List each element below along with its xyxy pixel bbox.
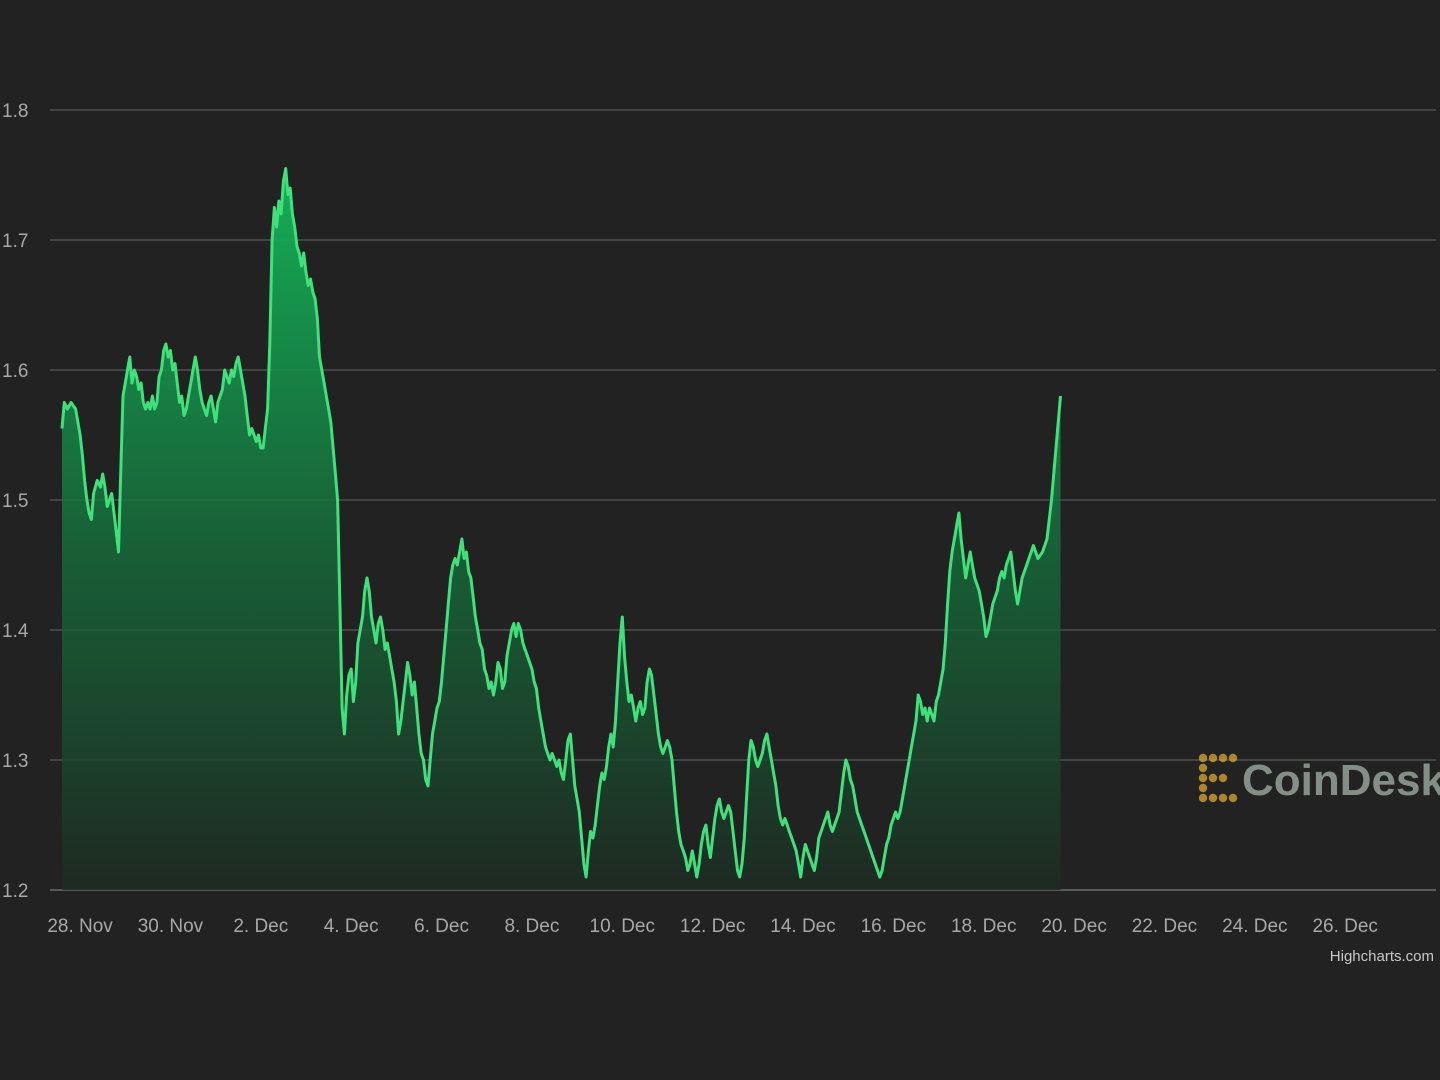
x-tick-label: 26. Dec [1312, 916, 1377, 937]
logo-dot [1208, 773, 1218, 783]
y-tick-label: 1.7 [2, 231, 28, 252]
logo-dot [1198, 783, 1208, 793]
x-tick-label: 16. Dec [861, 916, 926, 937]
logo-dot [1228, 753, 1238, 763]
x-tick-label: 8. Dec [504, 916, 559, 937]
x-tick-label: 2. Dec [233, 916, 288, 937]
coindesk-brand-text: CoinDesk [1242, 756, 1440, 805]
logo-dot [1218, 773, 1228, 783]
coindesk-watermark: CoinDesk [1198, 753, 1440, 805]
highcharts-credit-link[interactable]: Highcharts.com [1330, 948, 1434, 965]
x-tick-label: 22. Dec [1132, 916, 1197, 937]
y-tick-label: 1.5 [2, 491, 28, 512]
x-tick-label: 30. Nov [138, 916, 204, 937]
x-tick-label: 28. Nov [47, 916, 113, 937]
y-axis: 1.2 1.3 1.4 1.5 1.6 1.7 1.8 [2, 101, 29, 902]
highcharts-credit[interactable]: Highcharts.com [1330, 948, 1434, 965]
logo-dot [1218, 793, 1228, 803]
logo-dot [1198, 773, 1208, 783]
logo-dot [1208, 793, 1218, 803]
series-line [60, 167, 1062, 879]
x-tick-label: 4. Dec [324, 916, 379, 937]
x-tick-label: 18. Dec [951, 916, 1016, 937]
logo-dot [1198, 763, 1208, 773]
x-tick-label: 6. Dec [414, 916, 469, 937]
logo-dot [1218, 753, 1228, 763]
series-area-fill [62, 168, 1061, 890]
x-tick-label: 20. Dec [1041, 916, 1106, 937]
logo-dot [1208, 753, 1218, 763]
y-tick-label: 1.4 [2, 621, 29, 642]
y-tick-label: 1.6 [2, 361, 28, 382]
y-tick-label: 1.2 [2, 881, 28, 902]
series-area [60, 167, 1062, 890]
logo-dot [1198, 793, 1208, 803]
logo-dot [1198, 753, 1208, 763]
x-tick-label: 12. Dec [680, 916, 745, 937]
logo-dot [1228, 793, 1238, 803]
x-axis: 28. Nov 30. Nov 2. Dec 4. Dec 6. Dec 8. Dec 10… [47, 916, 1378, 937]
y-tick-label: 1.8 [2, 101, 28, 122]
x-tick-label: 14. Dec [770, 916, 835, 937]
y-tick-label: 1.3 [2, 751, 28, 772]
coindesk-logo-icon [1198, 753, 1238, 803]
x-tick-label: 24. Dec [1222, 916, 1287, 937]
x-tick-label: 10. Dec [590, 916, 655, 937]
